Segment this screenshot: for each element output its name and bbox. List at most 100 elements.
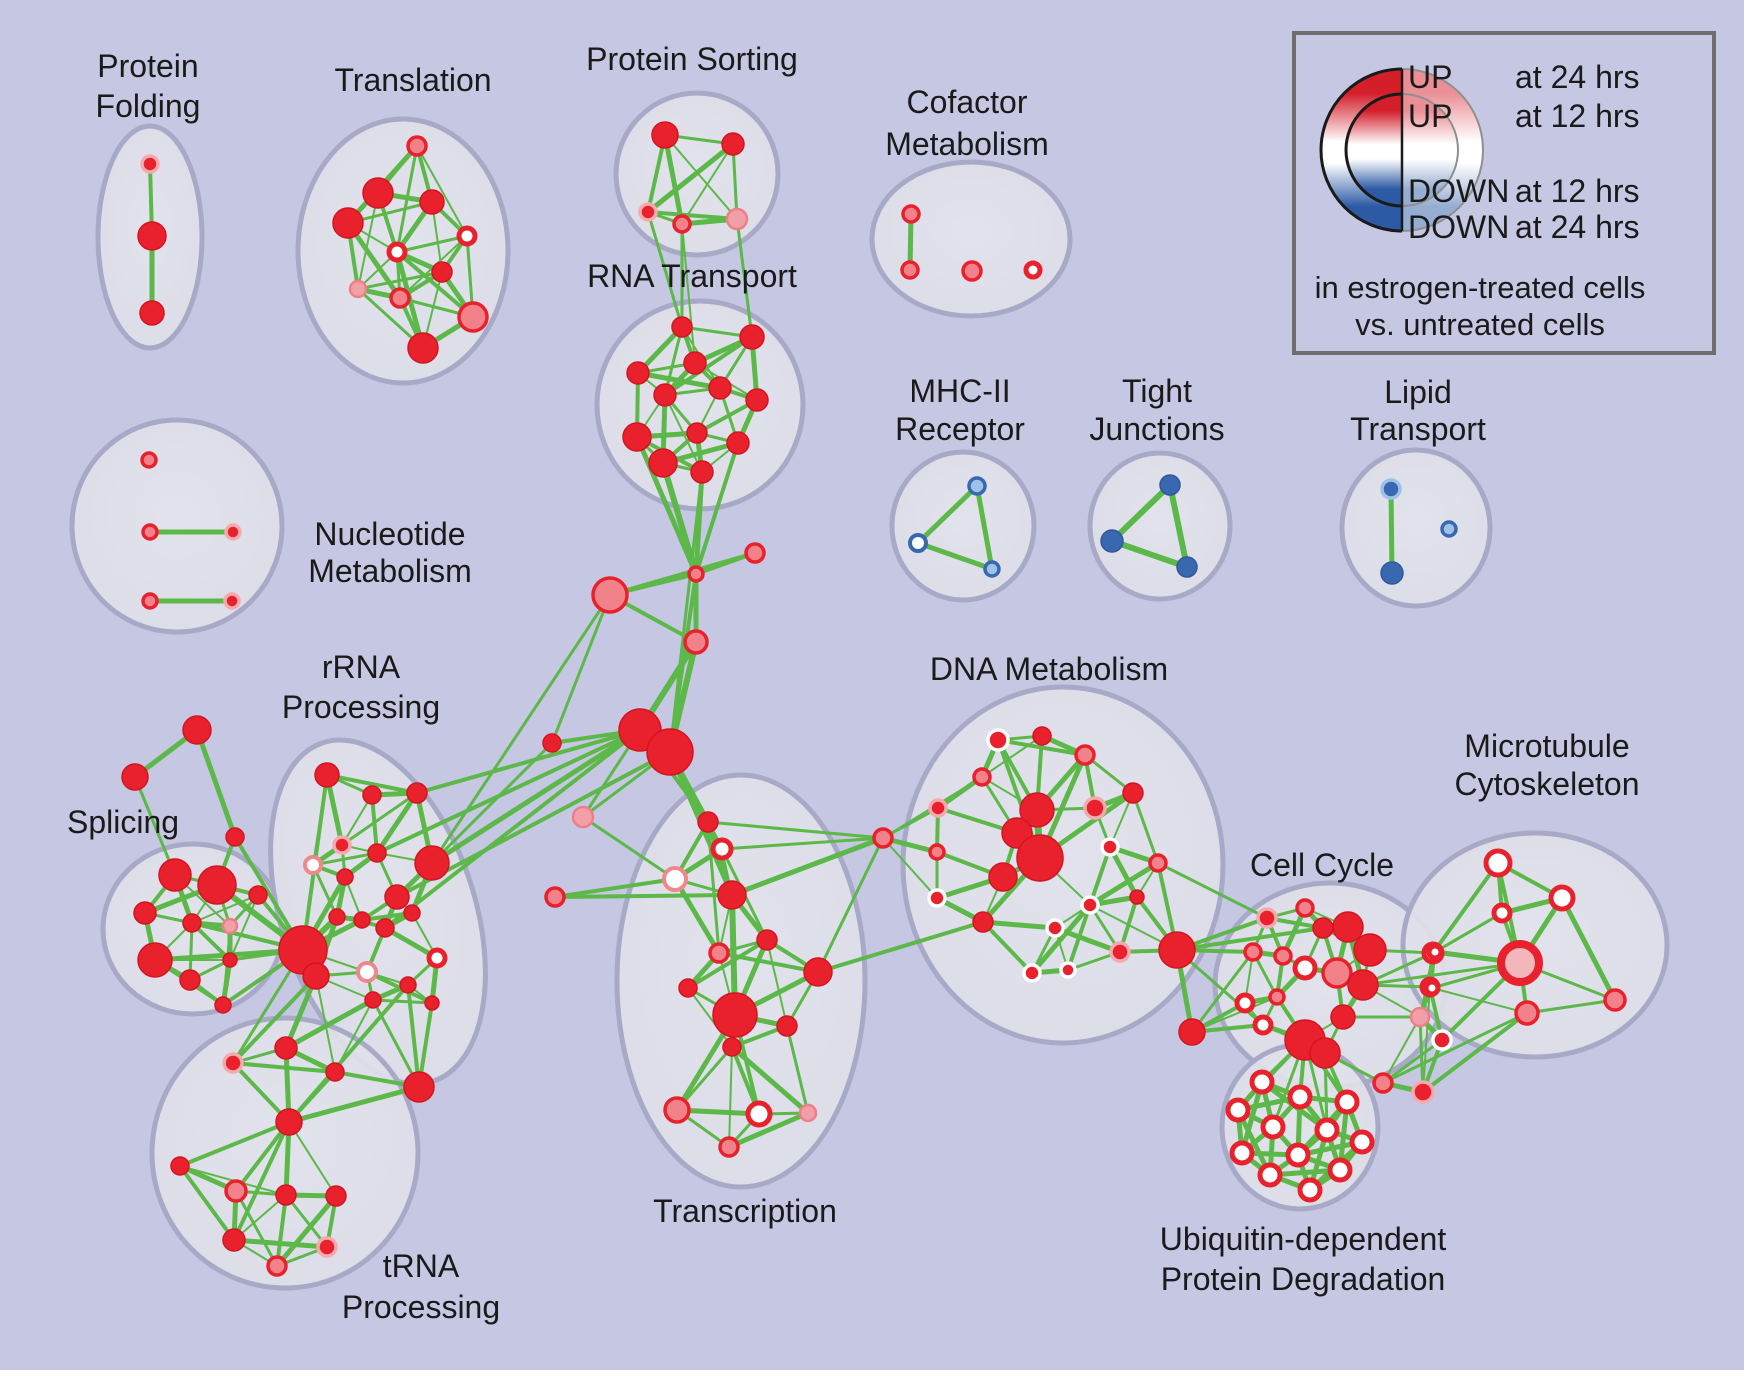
rrna-processing-node-15 — [356, 961, 378, 983]
edge-rna-transport-to-transport-chain — [660, 460, 699, 577]
transcription-edge — [686, 938, 769, 990]
protein-sorting-node-1 — [721, 132, 745, 156]
translation-edge — [395, 250, 475, 319]
dna-metabolism-node-0 — [986, 728, 1010, 752]
trna-processing-edge — [232, 1120, 291, 1242]
protein-folding-label: Folding — [96, 88, 201, 124]
protein-sorting-edge — [662, 132, 685, 227]
splicing-node-0 — [158, 858, 192, 892]
rrna-processing-node-5 — [367, 843, 387, 863]
cell-cycle-node-22 — [1411, 1080, 1435, 1104]
translation-node-8 — [389, 287, 411, 309]
transcription-node-2 — [662, 866, 688, 892]
edge-transcription-to-dna-metabolism — [706, 820, 885, 840]
lipid-transport-label: Lipid — [1384, 374, 1452, 410]
cell-cycle-edge — [1422, 986, 1431, 1093]
rna-transport-edge — [635, 370, 723, 391]
edge-central-hub-to-rrna-processing — [375, 728, 642, 855]
cofactor-metabolism-label: Cofactor — [907, 84, 1028, 120]
trna-processing-edge — [275, 1193, 288, 1268]
translation-node-5 — [386, 241, 408, 263]
splicing-triangle-node-2 — [225, 827, 245, 847]
mhc-ii-receptor-ellipse — [889, 449, 1037, 603]
dna-metabolism-node-1 — [1032, 726, 1052, 746]
rrna-processing-node-17 — [399, 976, 417, 994]
translation-node-2 — [419, 189, 445, 215]
cell-cycle-node-20 — [1431, 1029, 1453, 1051]
microtubule-cytoskeleton-node-7 — [1514, 1000, 1540, 1026]
edge-protein-sorting-to-rna-transport — [735, 217, 754, 339]
legend-time-label: at 24 hrs — [1515, 59, 1640, 95]
legend-time-label: at 12 hrs — [1515, 98, 1640, 134]
dna-metabolism-edge — [882, 837, 938, 899]
central-hub-node-4 — [544, 886, 566, 908]
edge-protein-sorting-to-rna-transport — [681, 223, 696, 364]
cell-cycle-node-21 — [1372, 1072, 1394, 1094]
dna-metabolism-edge — [1131, 791, 1160, 865]
nucleotide-metabolism-ellipse — [69, 417, 285, 635]
mhc-ii-receptor-edge — [915, 483, 980, 546]
microtubule-cytoskeleton-edge — [1559, 895, 1618, 1003]
trna-processing-edge — [178, 1164, 236, 1242]
transcription-node-11 — [663, 1096, 691, 1124]
lipid-transport-node-0 — [1380, 478, 1402, 500]
ubiquitin-degradation-label: Ubiquitin-dependent — [1160, 1221, 1447, 1257]
cofactor-metabolism-ellipse — [869, 159, 1073, 319]
transport-chain-node-1 — [744, 542, 766, 564]
transcription-edge — [785, 1024, 810, 1115]
rrna-processing-edge — [231, 974, 318, 1065]
edge-transcription-to-dna-metabolism — [816, 920, 985, 974]
ubiquitin-degradation-node-1 — [1287, 1084, 1313, 1110]
nucleotide-metabolism-label: Nucleotide — [314, 516, 465, 552]
rrna-processing-node-20 — [222, 1052, 244, 1074]
ubiquitin-degradation-node-9 — [1327, 1157, 1353, 1183]
rrna-processing-node-18 — [364, 991, 382, 1009]
tight-junctions-node-2 — [1176, 556, 1198, 578]
protein-folding-label: Protein — [97, 48, 198, 84]
protein-sorting-edge — [664, 134, 738, 220]
dna-metabolism-edge — [1029, 902, 1093, 976]
rrna-processing-edge — [365, 970, 434, 1005]
nucleotide-metabolism-node-3 — [141, 592, 159, 610]
rrna-processing-node-8 — [384, 884, 410, 910]
tight-junctions-node-1 — [1100, 529, 1124, 553]
edge-cell-cycle-to-microtubule-cytoskeleton — [1381, 1011, 1529, 1085]
edge-splicing-triangle-to-splicing — [133, 775, 177, 877]
rna-transport-node-1 — [739, 324, 765, 350]
edge-central-hub-to-rrna-processing — [415, 728, 642, 795]
node-layer — [121, 121, 1627, 1277]
splicing-edge — [191, 894, 259, 924]
cell-cycle-label: Cell Cycle — [1250, 847, 1394, 883]
cell-cycle-node-1 — [1295, 898, 1315, 918]
translation-edge — [395, 234, 469, 254]
trna-processing-label: tRNA — [383, 1248, 460, 1284]
rrna-processing-node-12 — [403, 904, 421, 922]
trna-processing-edge — [234, 1120, 291, 1193]
splicing-node-6 — [179, 969, 201, 991]
legend-direction-label: UP — [1408, 59, 1452, 95]
protein-folding-node-2 — [139, 300, 165, 326]
trna-processing-edge — [288, 1121, 337, 1197]
dna-metabolism-node-14 — [1148, 853, 1168, 873]
mhc-ii-receptor-node-0 — [967, 476, 987, 496]
microtubule-cytoskeleton-node-1 — [1548, 884, 1576, 912]
dna-metabolism-node-2 — [1074, 744, 1096, 766]
transcription-node-0 — [697, 811, 719, 833]
dna-metabolism-node-3 — [972, 767, 992, 787]
cofactor-metabolism-node-1 — [900, 260, 920, 280]
trna-processing-edge — [234, 1189, 279, 1268]
transcription-edge — [675, 1045, 734, 1112]
splicing-node-3 — [182, 913, 202, 933]
transcription-node-4 — [756, 929, 778, 951]
legend-time-label: at 24 hrs — [1515, 209, 1640, 245]
rrna-processing-edge — [371, 998, 434, 1005]
microtubule-cytoskeleton-label: Cytoskeleton — [1455, 766, 1640, 802]
dna-metabolism-node-22 — [1022, 963, 1042, 983]
translation-label: Translation — [334, 62, 491, 98]
dna-metabolism-node-23 — [1158, 931, 1196, 969]
splicing-label: Splicing — [67, 804, 179, 840]
dna-metabolism-node-5 — [872, 827, 894, 849]
cell-cycle-edge — [1418, 1015, 1425, 1094]
